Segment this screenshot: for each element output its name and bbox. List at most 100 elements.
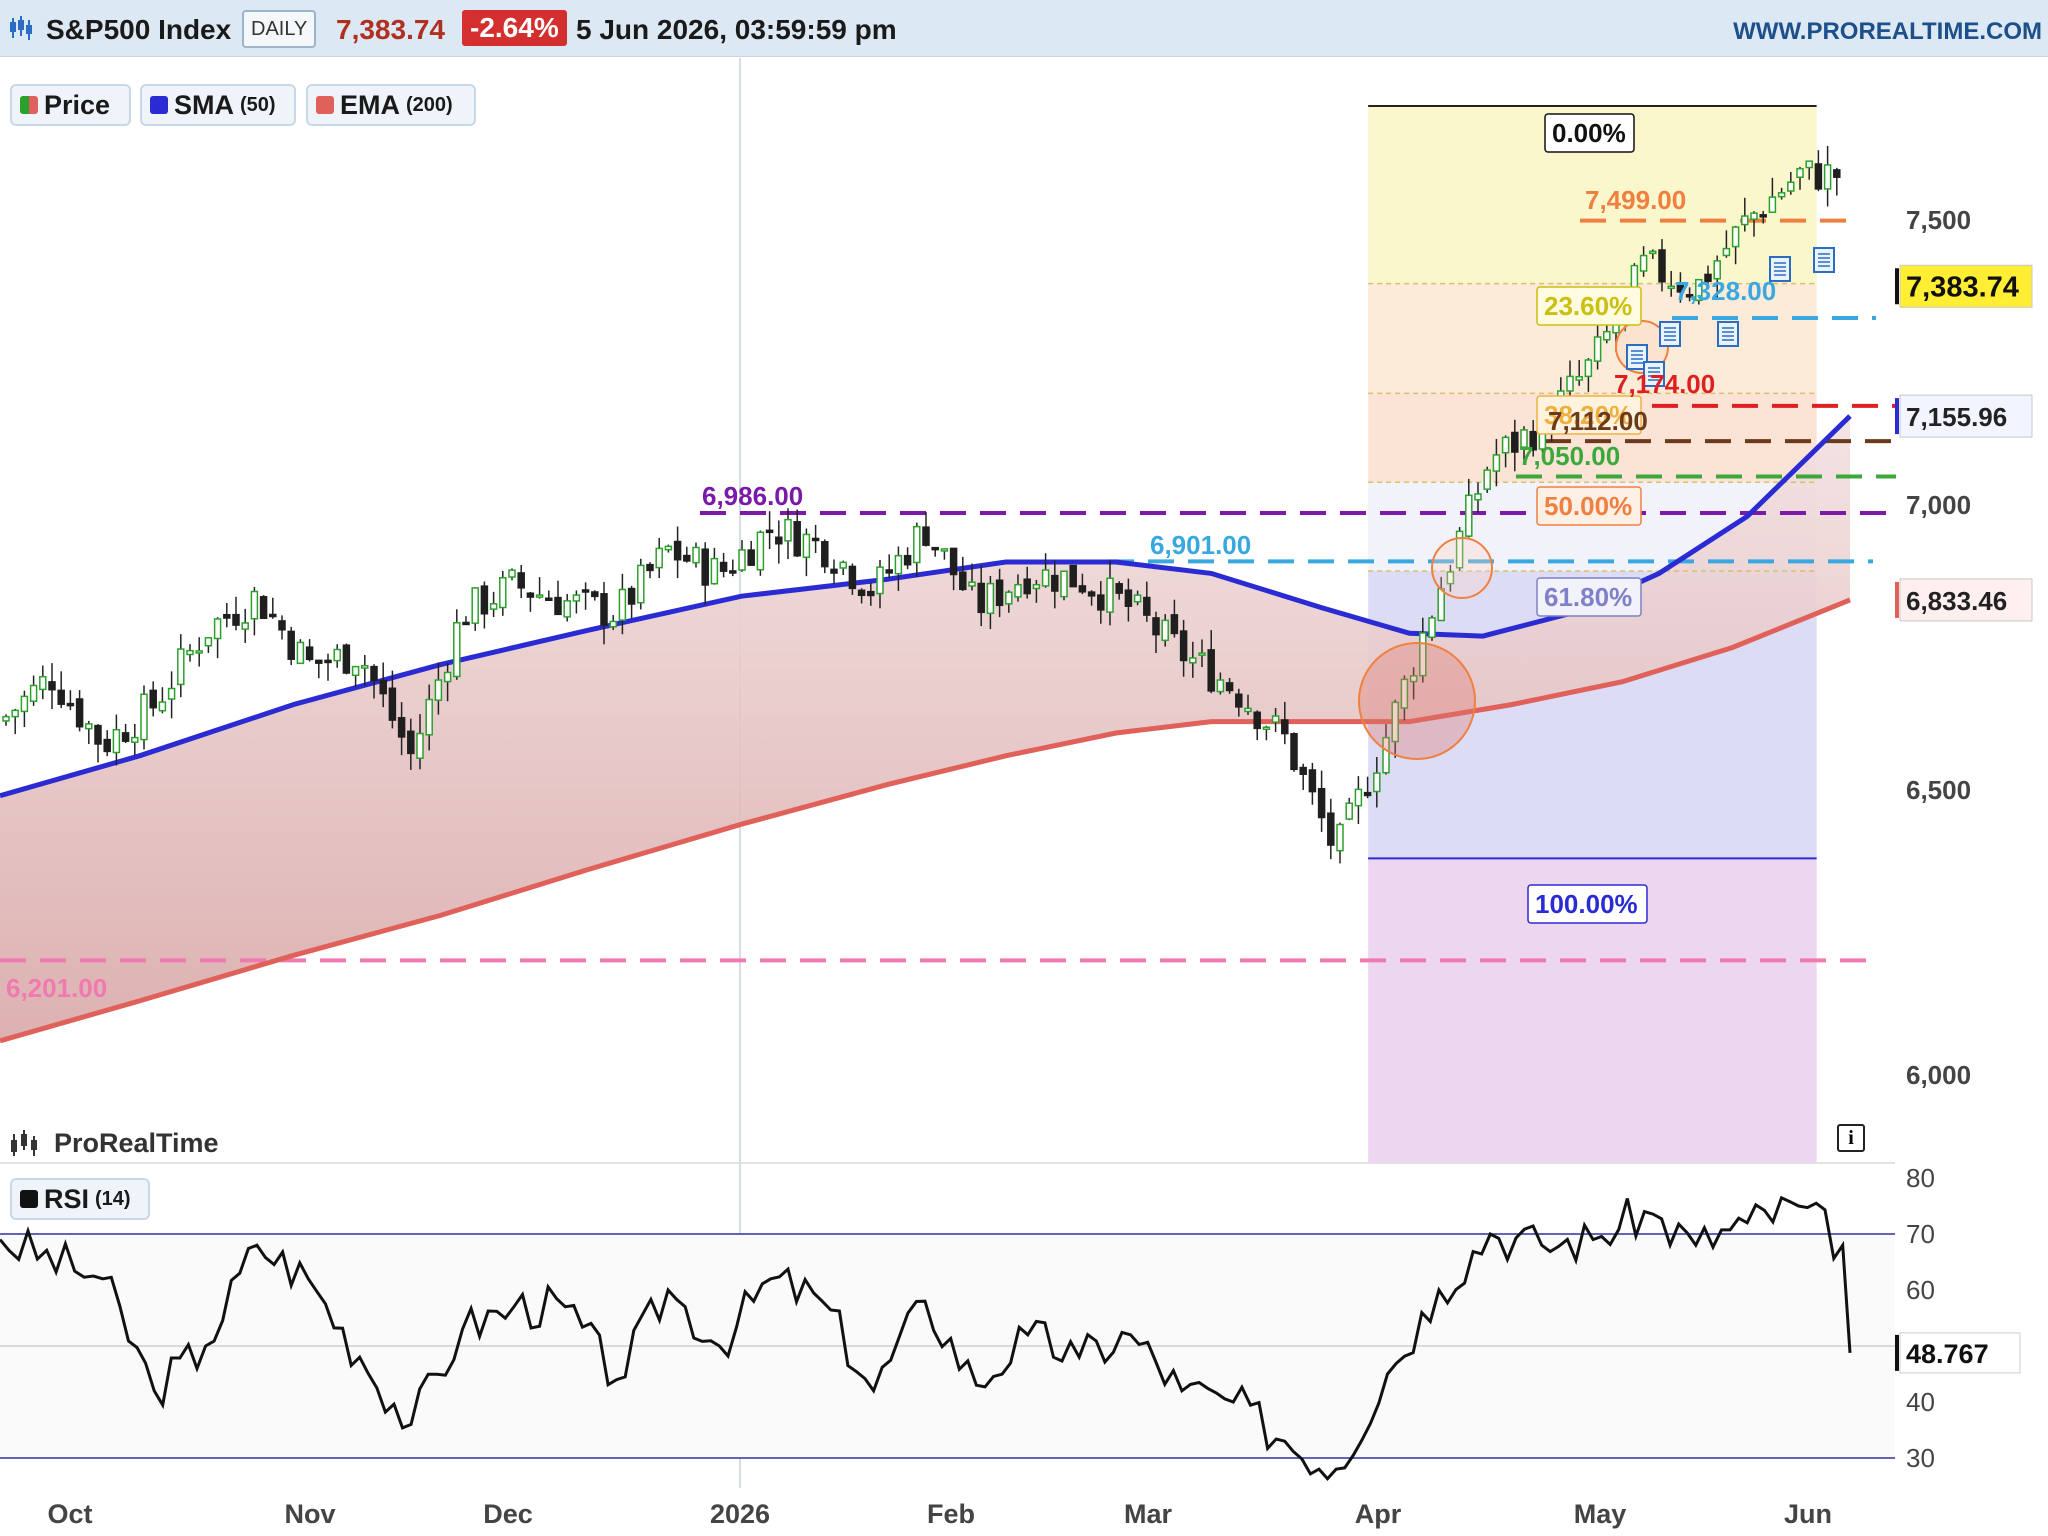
rsi-tick-label: 30	[1906, 1443, 1935, 1473]
level-label: 6,901.00	[1150, 530, 1251, 560]
y-tick-label: 7,500	[1906, 205, 1971, 235]
candle	[1400, 678, 1409, 709]
candle	[1759, 214, 1767, 218]
candle	[692, 546, 700, 564]
watermark-text: ProRealTime	[54, 1127, 219, 1158]
level-label: 7,174.00	[1614, 369, 1715, 399]
info-icon[interactable]: i	[1837, 1124, 1865, 1152]
candle	[1777, 192, 1786, 198]
candle	[1658, 249, 1666, 283]
candle	[259, 596, 268, 620]
candle	[1796, 167, 1804, 179]
candle	[1768, 196, 1777, 214]
candle	[20, 695, 29, 713]
last-price: 7,383.74	[336, 14, 445, 45]
level-label: 7,112.00	[1548, 406, 1648, 436]
price-badge-label: 6,833.46	[1906, 586, 2007, 616]
news-icon[interactable]	[1643, 361, 1665, 387]
candle	[1179, 630, 1188, 662]
candle	[232, 613, 240, 626]
candle	[1575, 376, 1583, 381]
candle	[1409, 675, 1418, 683]
candle	[664, 545, 673, 551]
legend-price[interactable]: Price	[10, 84, 131, 126]
fib-label: 50.00%	[1544, 491, 1632, 521]
legend-sma[interactable]: SMA (50)	[140, 84, 296, 126]
candle	[940, 548, 949, 552]
candle	[1584, 359, 1593, 378]
candle	[66, 702, 75, 707]
candle	[949, 547, 958, 576]
news-icon[interactable]	[1769, 256, 1791, 282]
candle	[471, 587, 479, 624]
candle	[1787, 181, 1795, 192]
candle	[1639, 254, 1648, 272]
candle	[1373, 772, 1381, 793]
candle	[1501, 436, 1510, 454]
sma-ema-cloud	[0, 416, 1850, 1041]
candle	[499, 577, 507, 609]
candle	[342, 644, 351, 674]
candle	[1805, 160, 1813, 169]
candle	[1106, 577, 1114, 613]
candle	[1198, 652, 1206, 656]
candle	[701, 548, 709, 586]
candle	[1529, 430, 1537, 451]
candle	[1078, 585, 1087, 593]
legend-sma-label: SMA	[174, 89, 234, 120]
period-badge[interactable]: DAILY	[242, 10, 317, 48]
candle	[646, 563, 654, 572]
candle	[1345, 802, 1353, 820]
candle	[213, 618, 222, 640]
candle	[894, 554, 903, 575]
news-icon[interactable]	[1626, 344, 1648, 370]
candle	[379, 679, 387, 695]
news-icon[interactable]	[1659, 321, 1681, 347]
candle	[1603, 330, 1611, 341]
price-swatch-icon	[20, 96, 38, 114]
candles-logo-icon	[11, 1130, 37, 1156]
candle	[1354, 788, 1363, 807]
candle	[1593, 336, 1602, 362]
news-icon[interactable]	[1813, 247, 1835, 273]
price-badge-label: 7,383.74	[1906, 271, 2019, 303]
candle	[1041, 569, 1050, 587]
candles-icon	[8, 14, 34, 42]
candle	[1281, 719, 1289, 735]
candle	[1685, 294, 1694, 298]
candle	[1244, 707, 1252, 713]
brand-link[interactable]: WWW.PROREALTIME.COM	[1733, 18, 2042, 45]
candle	[830, 568, 838, 574]
candle	[1649, 250, 1657, 255]
candle	[453, 622, 461, 678]
candle	[1391, 701, 1399, 743]
candle	[1823, 164, 1832, 190]
candle	[489, 603, 498, 610]
candle	[57, 689, 65, 705]
candle	[1336, 823, 1344, 852]
candle	[397, 717, 406, 738]
candle	[1731, 226, 1740, 248]
news-icon[interactable]	[1717, 321, 1739, 347]
candle	[1032, 583, 1041, 590]
candle	[388, 687, 397, 721]
candle	[600, 593, 608, 626]
fib-label: 0.00%	[1552, 118, 1626, 148]
candle	[1833, 169, 1841, 178]
legend-ema-label: EMA	[340, 89, 400, 120]
fib-label-box	[1527, 884, 1648, 924]
legend-rsi[interactable]: RSI (14)	[10, 1178, 150, 1220]
candle	[1290, 733, 1298, 771]
legend-ema[interactable]: EMA (200)	[306, 84, 476, 126]
candle	[1704, 273, 1712, 283]
candle	[1060, 570, 1068, 598]
legend-ema-param: (200)	[406, 93, 453, 116]
x-tick-label: Jun	[1784, 1499, 1832, 1529]
price-badge	[1899, 394, 2033, 438]
candle	[508, 569, 516, 578]
rsi-tick-label: 70	[1906, 1219, 1935, 1249]
candle	[416, 732, 424, 759]
candle	[802, 533, 811, 558]
candle	[269, 613, 277, 618]
